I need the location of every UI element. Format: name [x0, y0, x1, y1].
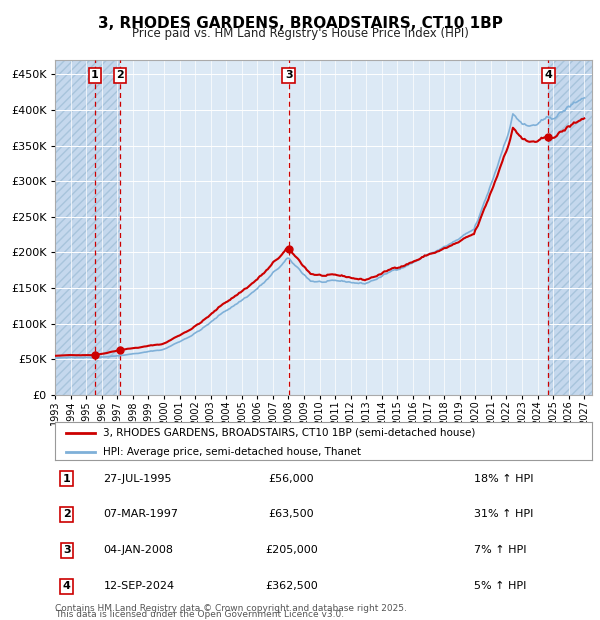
Text: 31% ↑ HPI: 31% ↑ HPI — [474, 510, 533, 520]
Text: 27-JUL-1995: 27-JUL-1995 — [103, 474, 172, 484]
Text: 4: 4 — [63, 581, 71, 591]
Text: 3, RHODES GARDENS, BROADSTAIRS, CT10 1BP: 3, RHODES GARDENS, BROADSTAIRS, CT10 1BP — [98, 16, 502, 30]
Text: 07-MAR-1997: 07-MAR-1997 — [103, 510, 178, 520]
Bar — [548, 60, 592, 395]
Text: 2: 2 — [116, 70, 124, 80]
Text: 1: 1 — [63, 474, 71, 484]
Text: 12-SEP-2024: 12-SEP-2024 — [103, 581, 175, 591]
Bar — [548, 60, 592, 395]
Text: 3: 3 — [63, 546, 71, 556]
Text: This data is licensed under the Open Government Licence v3.0.: This data is licensed under the Open Gov… — [55, 610, 344, 619]
Text: 3: 3 — [285, 70, 292, 80]
Bar — [55, 60, 95, 395]
Text: 3, RHODES GARDENS, BROADSTAIRS, CT10 1BP (semi-detached house): 3, RHODES GARDENS, BROADSTAIRS, CT10 1BP… — [103, 428, 476, 438]
Text: 1: 1 — [91, 70, 99, 80]
Text: 7% ↑ HPI: 7% ↑ HPI — [474, 546, 526, 556]
Text: 18% ↑ HPI: 18% ↑ HPI — [474, 474, 533, 484]
Text: Price paid vs. HM Land Registry's House Price Index (HPI): Price paid vs. HM Land Registry's House … — [131, 27, 469, 40]
Bar — [95, 60, 120, 395]
Bar — [95, 60, 120, 395]
Text: 4: 4 — [544, 70, 553, 80]
Text: £63,500: £63,500 — [268, 510, 314, 520]
Text: £56,000: £56,000 — [268, 474, 314, 484]
Text: HPI: Average price, semi-detached house, Thanet: HPI: Average price, semi-detached house,… — [103, 446, 361, 457]
Text: Contains HM Land Registry data © Crown copyright and database right 2025.: Contains HM Land Registry data © Crown c… — [55, 603, 407, 613]
Bar — [55, 60, 95, 395]
Text: 04-JAN-2008: 04-JAN-2008 — [103, 546, 173, 556]
Text: £205,000: £205,000 — [265, 546, 317, 556]
Text: £362,500: £362,500 — [265, 581, 317, 591]
Text: 2: 2 — [63, 510, 71, 520]
Text: 5% ↑ HPI: 5% ↑ HPI — [474, 581, 526, 591]
